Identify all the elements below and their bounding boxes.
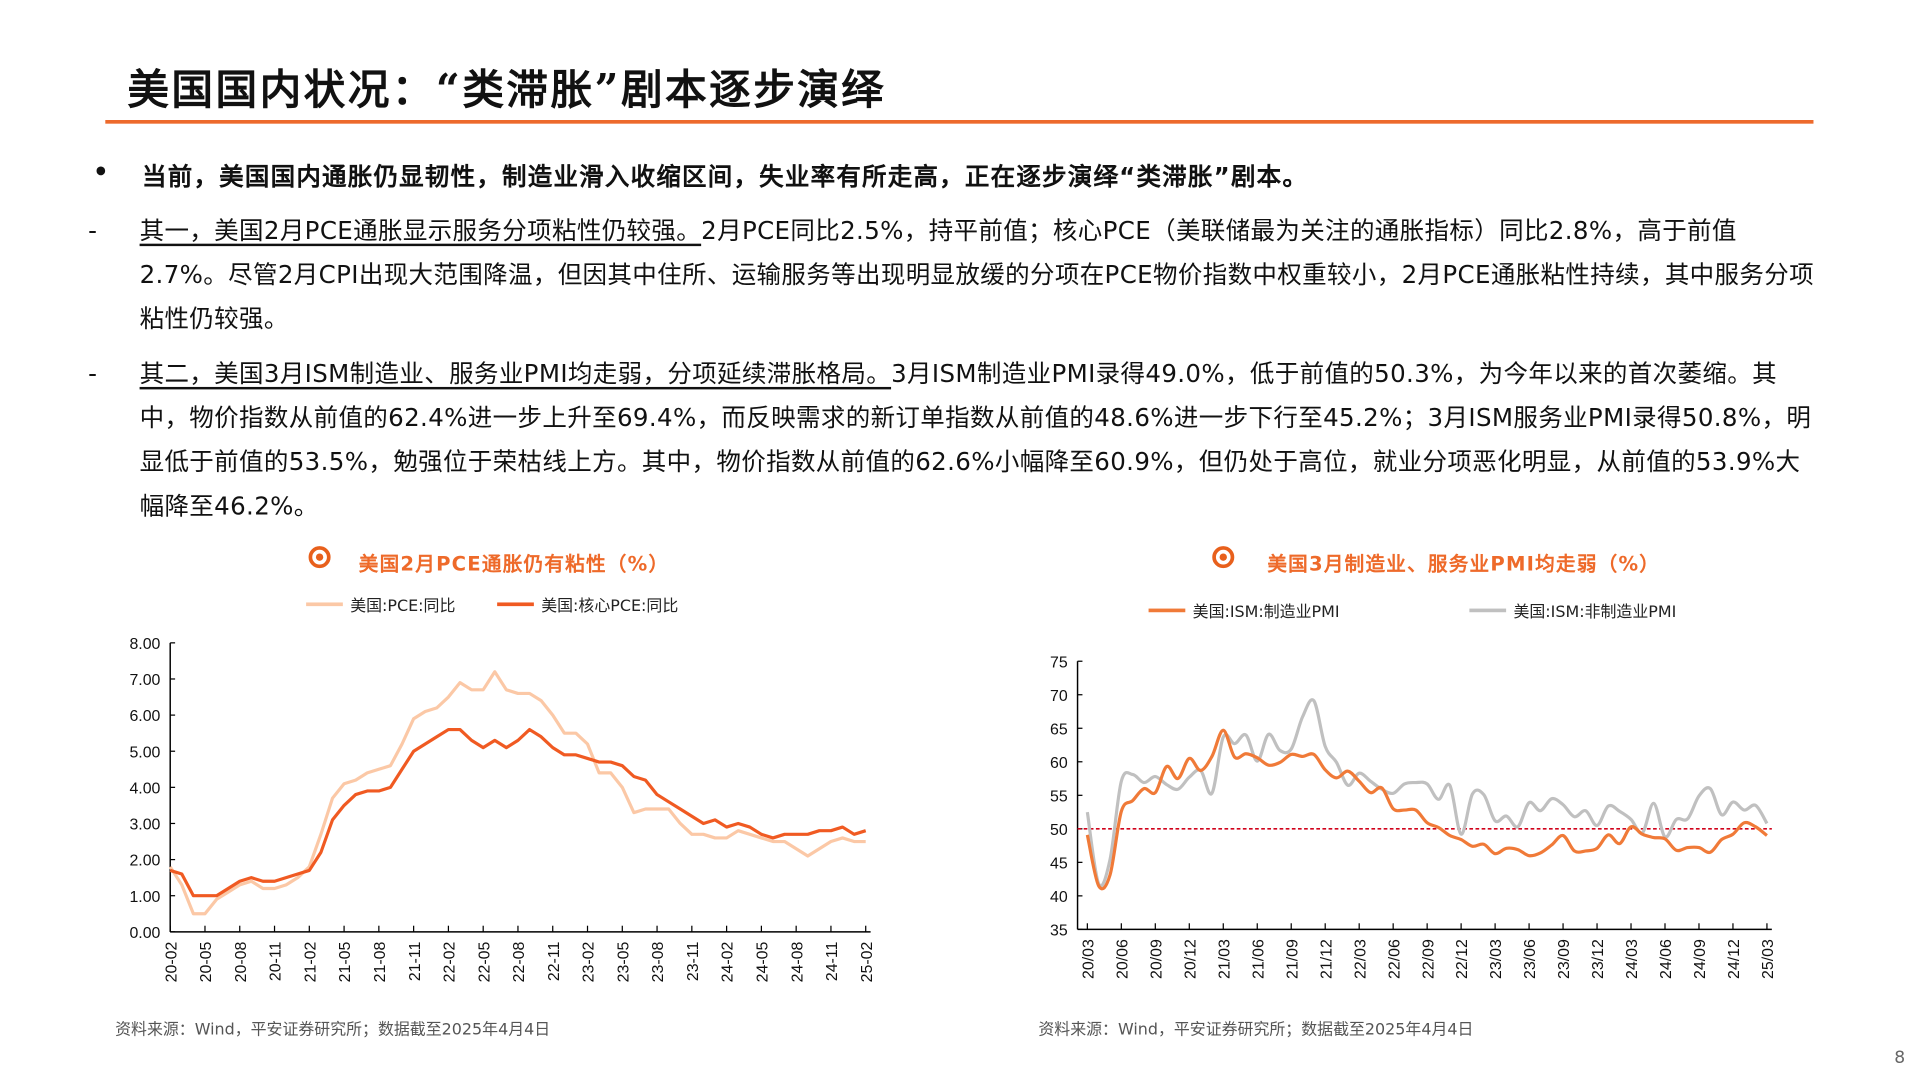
x-tick-label: 20-05	[198, 941, 215, 982]
x-tick-label: 22-08	[511, 941, 528, 982]
legend-item-mfg: 美国:ISM:制造业PMI	[1148, 599, 1340, 623]
y-tick-label: 65	[1050, 721, 1068, 738]
y-tick-label: 5.00	[129, 744, 160, 761]
paragraph-body: 2月PCE同比2.5%，持平前值；核心PCE（美联储最为关注的通胀指标）同比2.…	[139, 215, 1814, 334]
x-tick-label: 21/06	[1250, 939, 1267, 979]
y-tick-label: 60	[1050, 755, 1068, 772]
x-tick-label: 20/12	[1182, 939, 1199, 979]
legend-label: 美国:ISM:制造业PMI	[1192, 603, 1340, 623]
title-divider	[105, 120, 1814, 124]
target-icon	[308, 546, 331, 569]
y-tick-label: 3.00	[129, 817, 160, 834]
legend-item-core-pce: 美国:核心PCE:同比	[497, 593, 678, 616]
lead-summary: 当前，美国国内通胀仍显韧性，制造业滑入收缩区间，失业率有所走高，正在逐步演绎“类…	[142, 161, 1309, 192]
x-tick-label: 21-11	[407, 941, 424, 981]
y-tick-label: 35	[1050, 923, 1068, 940]
x-tick-label: 25-02	[859, 941, 876, 982]
x-tick-label: 24/03	[1624, 939, 1641, 979]
legend-item-pce: 美国:PCE:同比	[306, 593, 455, 616]
x-tick-label: 22/09	[1420, 939, 1437, 979]
y-tick-label: 8.00	[129, 636, 160, 653]
paragraph-heading: 其一，美国2月PCE通胀显示服务分项粘性仍较强。	[139, 215, 702, 245]
x-tick-label: 23/06	[1522, 939, 1539, 979]
x-tick-label: 24/06	[1658, 939, 1675, 979]
x-tick-label: 20/06	[1114, 939, 1131, 979]
series-line-1	[1085, 698, 1769, 888]
x-tick-label: 23-05	[615, 941, 632, 982]
x-tick-label: 21-08	[372, 941, 389, 982]
legend-swatch	[1148, 608, 1186, 613]
paragraph-ism: 其二，美国3月ISM制造业、服务业PMI均走弱，分项延续滞胀格局。3月ISM制造…	[140, 351, 1818, 527]
y-tick-label: 0.00	[129, 925, 160, 942]
x-tick-label: 21/03	[1216, 939, 1233, 979]
bullet-icon: •	[93, 156, 109, 187]
x-tick-label: 20-11	[268, 941, 285, 981]
paragraph-body: 3月ISM制造业PMI录得49.0%，低于前值的50.3%，为今年以来的首次萎缩…	[139, 358, 1812, 521]
x-tick-label: 24-08	[789, 941, 806, 982]
legend-swatch	[306, 602, 343, 607]
y-tick-label: 50	[1050, 822, 1068, 839]
y-tick-label: 45	[1050, 855, 1068, 872]
series-line-1	[169, 727, 867, 898]
x-tick-label: 20-02	[163, 941, 180, 982]
x-tick-label: 22/12	[1454, 939, 1471, 979]
x-tick-label: 21-05	[337, 941, 354, 982]
chart-title-pmi: 美国3月制造业、服务业PMI均走弱（%）	[1267, 552, 1661, 576]
source-note: 资料来源：Wind，平安证券研究所；数据截至2025年4月4日	[115, 1021, 551, 1040]
x-tick-label: 20/09	[1148, 939, 1165, 979]
x-tick-label: 23/09	[1556, 939, 1573, 979]
x-tick-label: 20-08	[233, 941, 250, 982]
x-tick-label: 22-11	[546, 941, 563, 981]
x-tick-label: 23/12	[1590, 939, 1607, 979]
y-tick-label: 4.00	[129, 780, 160, 797]
x-tick-label: 23-08	[650, 941, 667, 982]
x-tick-label: 24/12	[1726, 939, 1743, 979]
y-tick-label: 1.00	[129, 889, 160, 906]
x-tick-label: 24-11	[824, 941, 841, 981]
page-number: 8	[1894, 1048, 1906, 1068]
dash-marker: -	[88, 215, 98, 245]
x-tick-label: 21/09	[1284, 939, 1301, 979]
legend-label: 美国:核心PCE:同比	[541, 597, 679, 616]
paragraph-pce: 其一，美国2月PCE通胀显示服务分项粘性仍较强。2月PCE同比2.5%，持平前值…	[140, 208, 1818, 340]
dash-marker: -	[88, 358, 98, 389]
source-note: 资料来源：Wind，平安证券研究所；数据截至2025年4月4日	[1038, 1021, 1474, 1040]
y-tick-label: 55	[1050, 788, 1068, 805]
y-tick-label: 75	[1050, 654, 1068, 671]
x-tick-label: 24/09	[1692, 939, 1709, 979]
target-icon	[1212, 546, 1235, 569]
x-tick-label: 24-05	[755, 941, 772, 982]
x-tick-label: 22-02	[442, 941, 459, 982]
legend-label: 美国:ISM:非制造业PMI	[1513, 603, 1677, 623]
series-line-0	[168, 670, 866, 916]
x-tick-label: 21-02	[302, 941, 319, 982]
y-tick-label: 6.00	[129, 708, 160, 725]
x-tick-label: 22/03	[1352, 939, 1369, 979]
x-tick-label: 23/03	[1488, 939, 1505, 979]
x-tick-label: 24-02	[720, 941, 737, 982]
x-tick-label: 23-02	[581, 941, 598, 982]
x-tick-label: 21/12	[1318, 939, 1335, 979]
legend-item-nonmfg: 美国:ISM:非制造业PMI	[1469, 599, 1676, 622]
x-tick-label: 23-11	[685, 941, 702, 981]
x-tick-label: 22/06	[1386, 939, 1403, 979]
legend-swatch	[497, 602, 534, 607]
paragraph-heading: 其二，美国3月ISM制造业、服务业PMI均走弱，分项延续滞胀格局。	[139, 358, 892, 389]
x-tick-label: 22-05	[476, 941, 493, 982]
x-tick-label: 20/03	[1080, 939, 1097, 979]
chart-title-pce: 美国2月PCE通胀仍有粘性（%）	[358, 552, 670, 576]
y-tick-label: 7.00	[129, 672, 160, 689]
series-line-0	[1085, 728, 1768, 891]
legend-swatch	[1469, 608, 1507, 613]
page-title: 美国国内状况：“类滞胀”剧本逐步演绎	[127, 66, 886, 116]
legend-label: 美国:PCE:同比	[350, 597, 456, 616]
x-tick-label: 25/03	[1760, 939, 1777, 979]
y-tick-label: 2.00	[129, 853, 160, 870]
y-tick-label: 70	[1050, 688, 1068, 705]
y-tick-label: 40	[1050, 889, 1068, 906]
